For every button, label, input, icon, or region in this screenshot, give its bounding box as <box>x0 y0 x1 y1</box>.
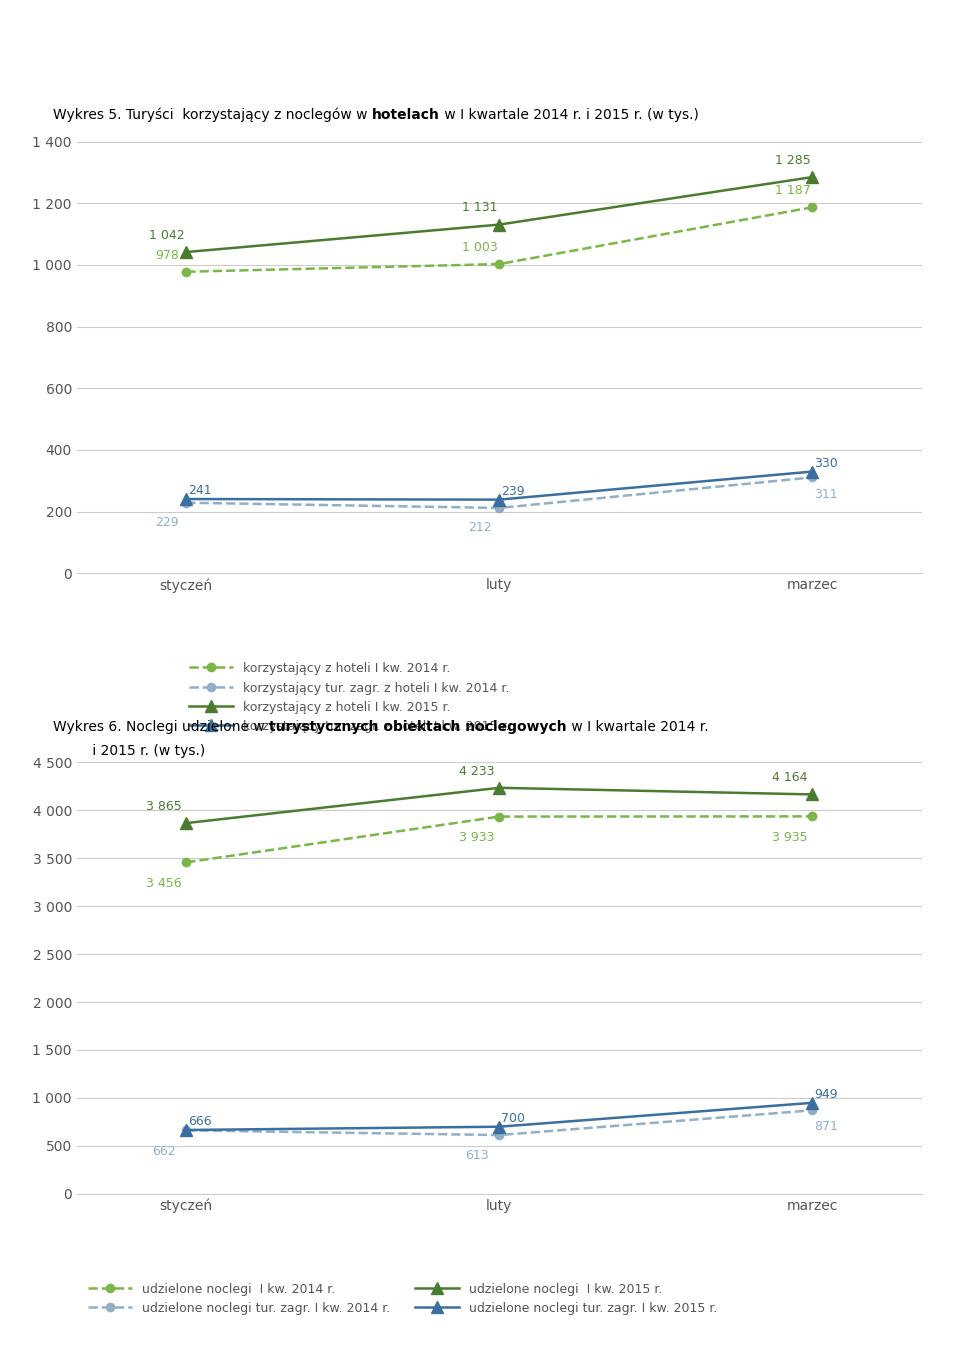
Text: 3 933: 3 933 <box>459 831 494 844</box>
Text: i 2015 r. (w tys.): i 2015 r. (w tys.) <box>53 745 205 758</box>
Legend: korzystający z hoteli I kw. 2014 r., korzystający tur. zagr. z hoteli I kw. 2014: korzystający z hoteli I kw. 2014 r., kor… <box>184 657 515 738</box>
Text: 662: 662 <box>153 1145 176 1157</box>
Text: 241: 241 <box>188 484 212 498</box>
Text: 613: 613 <box>466 1149 489 1163</box>
Text: 229: 229 <box>156 515 179 529</box>
Text: 1 042: 1 042 <box>149 229 184 241</box>
Text: 1 187: 1 187 <box>775 185 810 197</box>
Text: 4 164: 4 164 <box>772 772 807 784</box>
Text: 3 935: 3 935 <box>772 831 807 843</box>
Text: w I kwartale 2014 r.: w I kwartale 2014 r. <box>566 720 708 734</box>
Text: 1 285: 1 285 <box>775 154 810 167</box>
Text: 1 003: 1 003 <box>462 241 497 254</box>
Text: 700: 700 <box>501 1112 525 1125</box>
Text: w I kwartale 2014 r. i 2015 r. (w tys.): w I kwartale 2014 r. i 2015 r. (w tys.) <box>440 108 699 121</box>
Text: 978: 978 <box>155 248 179 262</box>
Text: 212: 212 <box>468 521 492 534</box>
Text: 311: 311 <box>814 487 838 500</box>
Text: 1 131: 1 131 <box>462 201 497 214</box>
Text: turystycznych obiektach noclegowych: turystycznych obiektach noclegowych <box>269 720 566 734</box>
Text: 949: 949 <box>814 1089 838 1101</box>
Text: 239: 239 <box>501 484 525 498</box>
Text: Wykres 5. Turyści  korzystający z noclegów w: Wykres 5. Turyści korzystający z noclegó… <box>53 107 372 121</box>
Text: 3 456: 3 456 <box>146 877 181 890</box>
Legend: udzielone noclegi  I kw. 2014 r., udzielone noclegi tur. zagr. I kw. 2014 r., ud: udzielone noclegi I kw. 2014 r., udzielo… <box>84 1278 722 1321</box>
Text: 666: 666 <box>188 1116 212 1128</box>
Text: 871: 871 <box>814 1121 838 1133</box>
Text: 4 233: 4 233 <box>459 765 494 777</box>
Text: 330: 330 <box>814 457 838 469</box>
Text: Wykres 6. Noclegi udzielone w: Wykres 6. Noclegi udzielone w <box>53 720 269 734</box>
Text: hotelach: hotelach <box>372 108 440 121</box>
Text: 3 865: 3 865 <box>146 800 182 813</box>
